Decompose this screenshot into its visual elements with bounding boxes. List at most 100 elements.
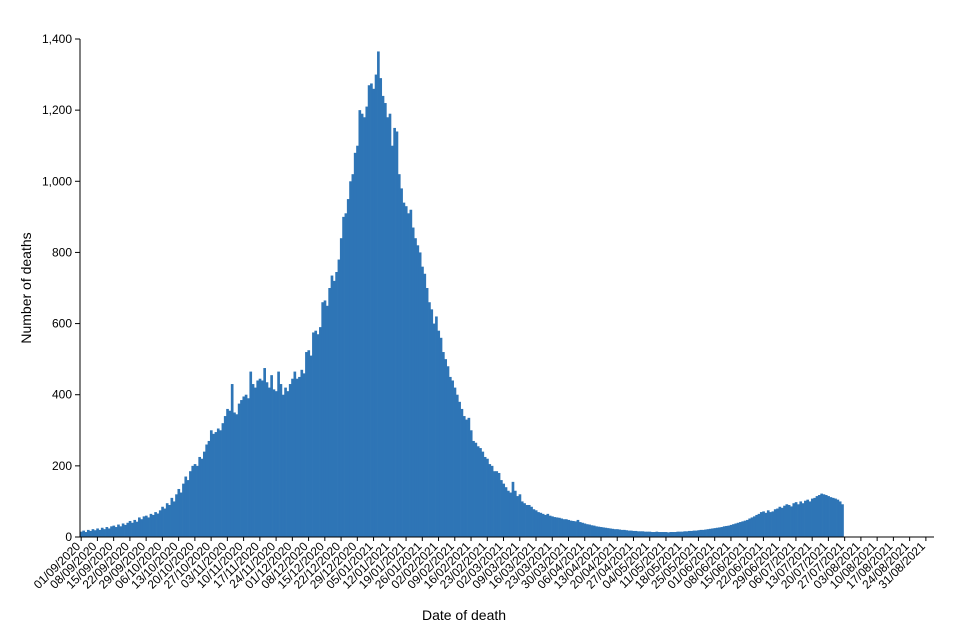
bar: [831, 497, 835, 537]
bar: [158, 510, 162, 537]
bar: [414, 238, 417, 537]
bar: [342, 216, 345, 538]
bar: [829, 497, 833, 537]
bar: [442, 352, 445, 537]
bar: [546, 513, 550, 537]
bar: [785, 504, 789, 537]
bar: [267, 387, 271, 537]
bar: [794, 502, 798, 537]
bar: [799, 501, 803, 537]
bar: [646, 531, 649, 537]
bar: [168, 504, 171, 537]
bar: [787, 504, 791, 537]
bars-group: [80, 51, 844, 538]
bar: [384, 103, 387, 537]
bar: [743, 520, 747, 537]
bar: [86, 529, 90, 537]
bar: [662, 532, 666, 537]
bar: [233, 412, 236, 537]
bar: [421, 266, 424, 537]
bar: [813, 497, 816, 537]
bar: [388, 113, 392, 537]
bar: [465, 419, 468, 537]
bar: [804, 500, 807, 537]
bar: [328, 288, 331, 537]
bar: [89, 530, 92, 537]
bar: [669, 532, 673, 537]
bar: [571, 520, 575, 537]
bar: [263, 368, 266, 537]
bar: [386, 117, 389, 537]
bar: [117, 524, 120, 537]
bar: [390, 145, 394, 537]
bar: [711, 528, 714, 537]
bar: [490, 465, 494, 537]
bar: [374, 74, 378, 537]
bar: [704, 529, 707, 537]
y-tick-label: 1,000: [42, 174, 72, 188]
y-axis-title: Number of deaths: [18, 232, 34, 343]
bar: [671, 532, 675, 537]
bar: [126, 522, 130, 537]
bar: [773, 509, 777, 537]
bar: [367, 85, 371, 538]
bar: [486, 458, 489, 537]
bar: [96, 528, 99, 537]
bar: [620, 529, 624, 537]
bar: [664, 532, 668, 537]
bar: [435, 316, 438, 537]
bar: [602, 527, 605, 537]
y-tick-label: 0: [65, 530, 72, 544]
bar: [539, 512, 543, 537]
bar: [708, 528, 712, 537]
bar: [416, 245, 420, 537]
bar: [481, 451, 485, 537]
bar: [182, 483, 185, 537]
bar: [411, 227, 415, 537]
bar: [149, 513, 153, 537]
bar: [193, 464, 197, 537]
bar: [467, 417, 471, 537]
bar: [474, 442, 478, 537]
bar: [400, 188, 403, 537]
bar: [226, 408, 229, 537]
bar: [335, 271, 338, 537]
bar: [314, 330, 318, 537]
bar: [309, 355, 313, 537]
bar: [370, 83, 373, 538]
bar: [144, 515, 148, 537]
bar: [729, 524, 733, 537]
bar: [632, 530, 635, 537]
y-tick-label: 1,200: [42, 103, 72, 117]
bar: [811, 498, 814, 537]
bar: [323, 300, 327, 537]
bar: [147, 517, 150, 537]
bar: [105, 527, 109, 537]
bar: [293, 371, 297, 537]
bar: [165, 503, 169, 537]
bar: [544, 514, 547, 537]
bar: [551, 516, 554, 537]
bar: [502, 483, 506, 537]
bar: [555, 517, 559, 537]
bar: [82, 530, 85, 537]
bar: [84, 532, 88, 537]
bar: [699, 529, 703, 537]
bar: [817, 495, 821, 537]
bar: [93, 530, 97, 537]
bar: [769, 512, 772, 537]
bar: [697, 530, 700, 537]
bar: [184, 476, 188, 537]
bar: [488, 464, 492, 537]
bar: [103, 529, 106, 537]
bar: [667, 532, 670, 537]
bar: [325, 305, 329, 537]
bar: [274, 391, 278, 537]
bar: [207, 440, 211, 537]
bar: [750, 517, 754, 537]
bar: [170, 497, 174, 537]
bar: [720, 527, 724, 537]
bar: [200, 458, 204, 537]
bar: [806, 499, 810, 537]
